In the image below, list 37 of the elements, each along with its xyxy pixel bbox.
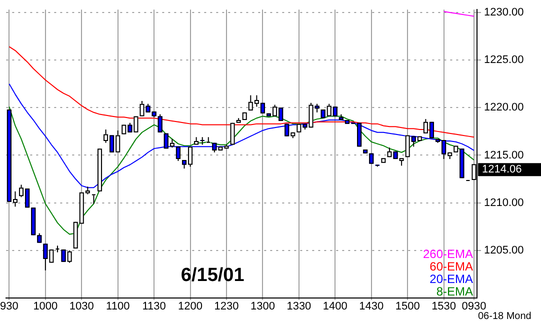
y-tick-label: 1230.00 [484, 6, 524, 18]
text: 8-EMA [436, 284, 473, 298]
x-tick-label: 1330 [286, 300, 312, 313]
x-tick-label: 930 [0, 300, 18, 313]
x-tick-label: 0930 [462, 300, 486, 313]
x-tick-label: 1430 [359, 300, 384, 313]
x-tick-label: 1230 [214, 300, 239, 313]
x-tick-label: 1530 [432, 300, 456, 313]
x-tick-label: 1300 [250, 300, 275, 313]
candlestick [31, 207, 36, 236]
candlestick [91, 194, 96, 204]
x-tick-label: 1130 [142, 300, 166, 313]
y-tick-label: 1205.00 [484, 244, 524, 256]
candlestick [369, 152, 374, 164]
candlestick [158, 114, 162, 133]
y-tick-label: 1225.00 [484, 54, 524, 66]
candlestick [37, 232, 42, 244]
text: 260-EMA [422, 246, 473, 261]
candlestick [176, 146, 180, 162]
y-tick-label: 1220.00 [484, 102, 524, 114]
candlestick [230, 122, 235, 146]
x-tick-label: 1500 [395, 300, 420, 313]
text: 06-18 Mond [478, 310, 532, 321]
candlestick [387, 147, 392, 158]
candlestick [200, 136, 205, 146]
candlestick [97, 148, 102, 192]
annotation: 1214.06 [482, 164, 522, 176]
annotation: 6/15/01 [180, 265, 245, 286]
x-tick-label: 1000 [33, 300, 58, 313]
x-tick-label: 1030 [69, 300, 94, 313]
text: 20-EMA [430, 272, 473, 286]
x-tick-label: 1200 [178, 300, 203, 313]
y-tick-label: 1215.00 [484, 149, 524, 162]
x-tick-label: 1400 [322, 300, 348, 313]
text: 60-EMA [430, 259, 473, 274]
y-tick-label: 1210.00 [484, 196, 524, 209]
x-tick-label: 1100 [106, 300, 130, 313]
